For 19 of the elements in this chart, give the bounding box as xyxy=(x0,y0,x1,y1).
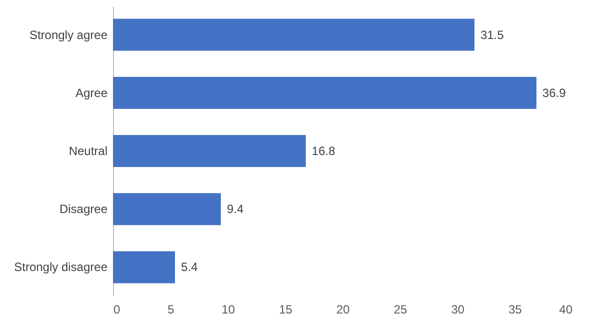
x-tick-label: 15 xyxy=(278,302,293,316)
x-tick-label: 0 xyxy=(114,302,120,316)
y-tick-label: Strongly disagree xyxy=(14,260,108,274)
y-tick-label: Agree xyxy=(75,86,108,100)
x-tick-label: 20 xyxy=(336,302,350,316)
x-tick-label: 25 xyxy=(394,302,408,316)
y-tick-label: Neutral xyxy=(68,144,108,158)
data-label: 36.9 xyxy=(542,86,566,100)
x-tick-label: 5 xyxy=(168,302,175,316)
y-tick-label: Disagree xyxy=(59,202,108,216)
x-tick-label: 35 xyxy=(508,302,522,316)
data-label: 16.8 xyxy=(312,144,336,158)
data-label: 31.5 xyxy=(480,28,504,42)
y-tick-label: Strongly agree xyxy=(29,28,108,42)
data-label: 9.4 xyxy=(226,202,244,216)
x-tick-label: 30 xyxy=(451,302,465,316)
data-label: 5.4 xyxy=(180,260,198,274)
x-tick-label: 40 xyxy=(559,302,573,316)
x-tick-label: 10 xyxy=(222,302,236,316)
